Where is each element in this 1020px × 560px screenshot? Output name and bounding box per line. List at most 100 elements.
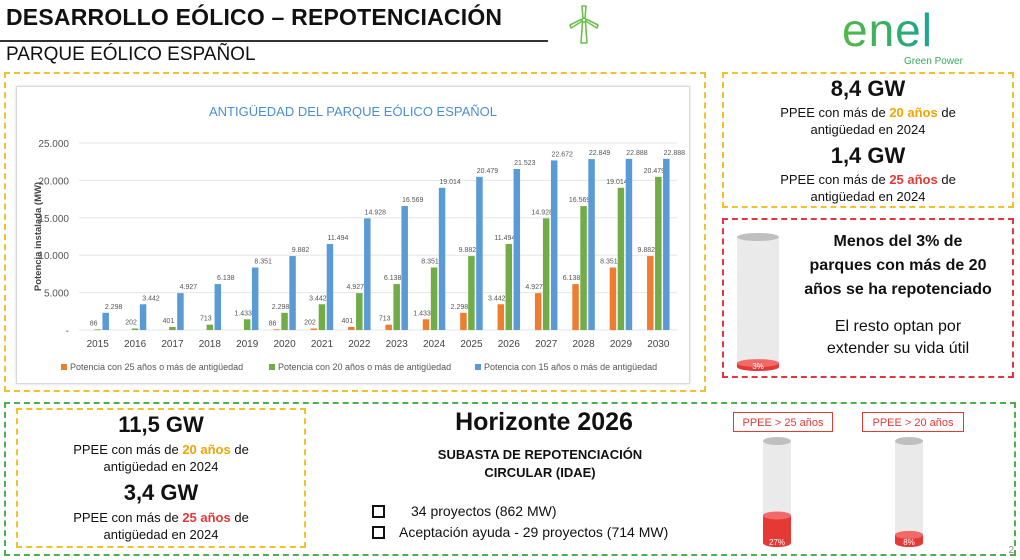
- bar-15y: [550, 160, 558, 330]
- repowering-box: [722, 218, 1014, 378]
- bar-25y: [385, 324, 392, 330]
- desc-text: de: [937, 172, 956, 187]
- gauge-20-years: 8%: [895, 437, 923, 547]
- bullet-text: 34 proyectos (862 MW): [411, 503, 557, 519]
- gw-20-years-desc: PPEE con más de 20 años de antigüedad en…: [722, 104, 1014, 138]
- gauge-cap: [763, 437, 791, 445]
- horizon-title: Horizonte 2026: [455, 408, 633, 436]
- repowering-headline: Menos del 3% de parques con más de 20 añ…: [786, 230, 1010, 302]
- bar-15y: [177, 293, 184, 330]
- gauge-fill-top: [763, 511, 791, 520]
- bar-15y: [139, 304, 147, 330]
- data-label: 19.014: [606, 179, 628, 186]
- bar-25y: [534, 293, 542, 330]
- bar-25y: [460, 312, 467, 330]
- bar-20y: [206, 324, 214, 330]
- data-label: 22.888: [664, 150, 686, 157]
- x-tick-label: 2023: [386, 339, 409, 350]
- gw-25-years-bottom: 3,4 GW: [123, 480, 199, 505]
- data-label: 6.138: [384, 275, 402, 282]
- desc-text: PPEE con más de: [73, 510, 183, 525]
- gauge-label: 8%: [903, 538, 915, 547]
- bar-20y: [131, 328, 139, 330]
- desc-text: de: [230, 442, 249, 457]
- title-underline: [0, 40, 548, 42]
- highlight-20: 20 años: [182, 442, 231, 457]
- gauge-cap: [895, 437, 923, 445]
- sub-line: extender su vida útil: [826, 340, 970, 357]
- subasta-line: CIRCULAR (IDAE): [484, 465, 596, 480]
- data-label: 2.298: [272, 304, 290, 311]
- subasta-line: SUBASTA DE REPOTENCIACIÓN: [437, 447, 643, 462]
- y-tick-label: 20.000: [38, 176, 69, 187]
- gauge-base: [895, 539, 923, 547]
- gauge-tube: [737, 237, 779, 367]
- bar-20y: [580, 206, 587, 330]
- bar-15y: [401, 206, 408, 330]
- x-tick-label: 2028: [572, 339, 595, 350]
- data-label: 6.138: [217, 275, 235, 282]
- bar-15y: [251, 267, 259, 330]
- highlight-25: 25 años: [889, 172, 938, 187]
- bar-20y: [94, 329, 101, 331]
- bar-20y: [505, 244, 513, 330]
- x-tick-label: 2017: [161, 339, 184, 350]
- data-label: 6.138: [563, 275, 581, 282]
- bullet-item: Aceptación ayuda - 29 proyectos (714 MW): [372, 524, 668, 540]
- desc-text: PPEE con más de: [73, 442, 183, 457]
- bar-20y: [430, 267, 438, 330]
- repowering-sub: El resto optan por extender su vida útil: [786, 316, 1010, 360]
- bar-15y: [289, 256, 296, 330]
- gauge-cap: [737, 233, 779, 241]
- legend-swatch: [269, 364, 275, 370]
- gauge-base: [763, 539, 791, 547]
- desc-text: antigüedad en 2024: [810, 122, 926, 137]
- desc-text: antigüedad en 2024: [103, 527, 219, 542]
- data-label: 14.928: [365, 209, 387, 216]
- headline-line: Menos del 3% de: [833, 233, 963, 250]
- repowering-gauge: 3%: [737, 233, 779, 371]
- data-label: 8.351: [600, 259, 618, 266]
- subasta-title: SUBASTA DE REPOTENCIACIÓN CIRCULAR (IDAE…: [380, 446, 700, 482]
- gw-25-years-desc: PPEE con más de 25 años de antigüedad en…: [722, 171, 1014, 205]
- bar-15y: [588, 159, 595, 330]
- data-label: 4.927: [180, 284, 198, 291]
- desc-text: de: [230, 510, 249, 525]
- data-label: 2.298: [451, 304, 469, 311]
- checkbox-bullet-icon: [372, 525, 385, 539]
- x-tick-label: 2029: [610, 339, 633, 350]
- bar-25y: [310, 328, 318, 330]
- x-tick-label: 2024: [423, 339, 446, 350]
- data-label: 202: [125, 319, 137, 326]
- data-label: 3.442: [309, 295, 327, 302]
- x-tick-label: 2016: [124, 339, 147, 350]
- x-tick-label: 2027: [535, 339, 558, 350]
- bar-15y: [326, 244, 334, 330]
- bar-25y: [572, 284, 579, 330]
- x-tick-label: 2018: [199, 339, 222, 350]
- data-label: 401: [341, 318, 353, 325]
- data-label: 2.298: [105, 304, 123, 311]
- bar-20y: [617, 187, 625, 330]
- gauge-fill-top: [737, 359, 779, 368]
- wind-turbine-icon: [569, 5, 599, 44]
- bar-15y: [625, 158, 633, 330]
- chart-title: ANTIGÜEDAD DEL PARQUE EÓLICO ESPAÑOL: [209, 104, 497, 119]
- bar-25y: [422, 319, 430, 330]
- legend-label: Potencia con 20 años o más de antigüedad: [278, 362, 451, 372]
- data-label: 86: [269, 320, 277, 327]
- y-axis-label: Potencia instalada (MW): [33, 182, 44, 291]
- bar-15y: [663, 158, 670, 330]
- bar-20y: [468, 256, 475, 330]
- page-subtitle: PARQUE EÓLICO ESPAÑOL: [6, 44, 256, 65]
- data-label: 4.927: [525, 284, 543, 291]
- enel-wordmark: enel: [842, 4, 933, 54]
- bar-15y: [476, 176, 483, 330]
- gw-25-years-bottom-desc: PPEE con más de 25 años de antigüedad en…: [16, 509, 306, 543]
- x-tick-label: 2020: [273, 339, 296, 350]
- data-label: 9.882: [638, 247, 656, 254]
- bar-20y: [243, 319, 251, 330]
- data-label: 9.882: [292, 247, 310, 254]
- checkbox-bullet-icon: [372, 504, 385, 518]
- data-label: 1.433: [234, 310, 252, 317]
